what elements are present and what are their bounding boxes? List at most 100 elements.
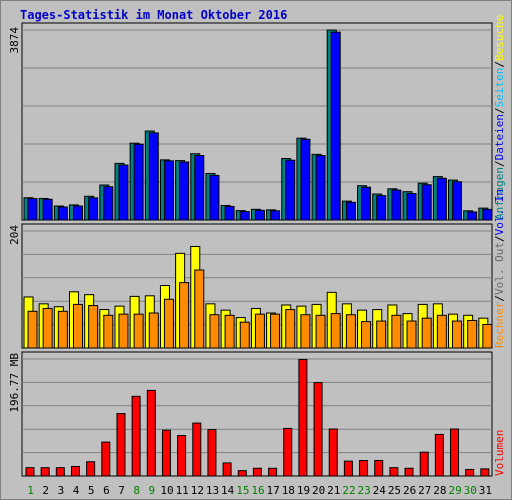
hits-dateien-bar-day-16 [254, 209, 265, 221]
x-tick-label: 12 [191, 484, 204, 497]
hits-dateien-bar-day-14 [224, 205, 235, 221]
volume-volumen-bar-day-31 [480, 468, 490, 477]
visits-rechner-bar-day-4 [72, 303, 83, 349]
volume-volumen-bar-day-17 [268, 467, 278, 477]
hits-dateien-bar-day-10 [163, 160, 174, 221]
x-tick-label: 24 [373, 484, 387, 497]
hits-dateien-bar-day-11 [179, 161, 190, 221]
x-tick-label: 19 [297, 484, 310, 497]
volume-volumen-bar-day-30 [465, 468, 475, 477]
x-tick-label: 16 [251, 484, 264, 497]
hits-dateien-bar-day-28 [436, 177, 447, 221]
x-tick-label: 11 [176, 484, 189, 497]
volume-volumen-bar-day-22 [343, 460, 353, 477]
legend-entry: Anfragen [493, 167, 506, 220]
legend-entry: Vol. Out [493, 242, 506, 295]
visits-rechner-bar-day-28 [436, 314, 447, 349]
hits-dateien-bar-day-20 [315, 155, 326, 221]
volume-volumen-bar-day-4 [70, 465, 80, 477]
visits-rechner-bar-day-14 [224, 314, 235, 349]
legend-entry: Rechner [493, 301, 506, 348]
hits-dateien-bar-day-30 [467, 211, 478, 221]
hits-panel [21, 22, 493, 221]
hits-dateien-bar-day-13 [209, 174, 220, 221]
volume-max-label: 196.77 MB [8, 353, 21, 413]
hits-legend: Anfragen/Dateien/Seiten/Besuche [493, 15, 506, 220]
visits-panel [21, 223, 493, 349]
hits-dateien-bar-day-1 [27, 198, 38, 221]
x-tick-label: 14 [221, 484, 235, 497]
hits-dateien-bar-day-3 [57, 206, 68, 221]
visits-rechner-bar-day-19 [300, 314, 311, 349]
volume-volumen-bar-day-1 [25, 467, 35, 477]
legend-entry: Besuche [493, 15, 506, 61]
legend-entry: / [493, 295, 506, 302]
volume-panel [21, 351, 493, 477]
visits-rechner-bar-day-17 [270, 313, 281, 349]
hits-dateien-bar-day-4 [72, 205, 83, 221]
visits-rechner-bar-day-5 [88, 305, 99, 349]
visits-rechner-bar-day-9 [148, 312, 159, 349]
x-axis-day-labels: 1 2 3 4 5 6 7 8 9 10 11 12 13 14 15 16 17 18 19 20 21 22 23 24 2… [27, 484, 492, 497]
visits-rechner-bar-day-23 [361, 321, 372, 349]
x-tick-label: 8 [133, 484, 140, 497]
visits-rechner-bar-day-7 [118, 313, 129, 349]
x-tick-label: 26 [403, 484, 416, 497]
visits-rechner-bar-day-27 [421, 317, 432, 349]
volume-volumen-bar-day-16 [252, 467, 262, 477]
visits-rechner-bar-day-20 [315, 314, 326, 349]
volume-volumen-bar-day-5 [86, 461, 96, 477]
x-tick-label: 9 [149, 484, 156, 497]
volume-volumen-bar-day-23 [359, 460, 369, 477]
x-tick-label: 20 [312, 484, 325, 497]
x-tick-label: 3 [58, 484, 65, 497]
hits-dateien-bar-day-9 [148, 132, 159, 221]
visits-rechner-bar-day-25 [391, 314, 402, 349]
visits-rechner-bar-day-22 [345, 314, 356, 349]
x-tick-label: 29 [448, 484, 461, 497]
visits-rechner-bar-day-10 [163, 298, 174, 349]
volume-volumen-bar-day-25 [389, 467, 399, 477]
x-tick-label: 17 [267, 484, 280, 497]
volume-volumen-bar-day-28 [434, 433, 444, 477]
legend-entry: Volumen [493, 430, 506, 476]
hits-dateien-bar-day-25 [391, 189, 402, 221]
volume-volumen-bar-day-14 [222, 462, 232, 477]
x-tick-label: 1 [27, 484, 34, 497]
x-tick-label: 28 [433, 484, 446, 497]
visits-rechner-bar-day-29 [452, 320, 463, 349]
x-tick-label: 27 [418, 484, 431, 497]
x-tick-label: 21 [327, 484, 340, 497]
legend-entry: Seiten [493, 68, 506, 108]
volume-volumen-bar-day-3 [55, 467, 65, 477]
hits-max-label: 3874 [8, 27, 21, 54]
volume-volumen-bar-day-11 [177, 435, 187, 477]
visits-rechner-bar-day-1 [27, 310, 38, 349]
volume-legend: Volumen [493, 430, 506, 476]
hits-dateien-bar-day-26 [406, 193, 417, 221]
visits-rechner-bar-day-21 [330, 313, 341, 349]
x-tick-label: 15 [236, 484, 249, 497]
volume-volumen-bar-day-19 [298, 358, 308, 477]
x-tick-label: 22 [342, 484, 355, 497]
visits-rechner-bar-day-13 [209, 314, 220, 349]
hits-dateien-bar-day-31 [482, 208, 493, 221]
visits-rechner-bar-day-11 [179, 282, 190, 349]
volume-volumen-bar-day-13 [207, 429, 217, 477]
x-tick-label: 5 [88, 484, 95, 497]
hits-dateien-bar-day-22 [345, 201, 356, 221]
visits-max-label: 204 [8, 225, 21, 245]
visits-rechner-bar-day-6 [103, 314, 114, 349]
hits-dateien-bar-day-24 [376, 195, 387, 221]
hits-dateien-bar-day-8 [133, 143, 144, 221]
volume-volumen-bar-day-21 [328, 428, 338, 477]
x-tick-label: 31 [479, 484, 492, 497]
x-tick-label: 23 [358, 484, 371, 497]
chart-title: Tages-Statistik im Monat Oktober 2016 [20, 8, 288, 22]
hits-dateien-bar-day-6 [103, 186, 114, 221]
volume-plot-area [21, 351, 493, 477]
x-tick-label: 2 [42, 484, 49, 497]
x-tick-label: 30 [464, 484, 477, 497]
volume-volumen-bar-day-10 [161, 429, 171, 477]
